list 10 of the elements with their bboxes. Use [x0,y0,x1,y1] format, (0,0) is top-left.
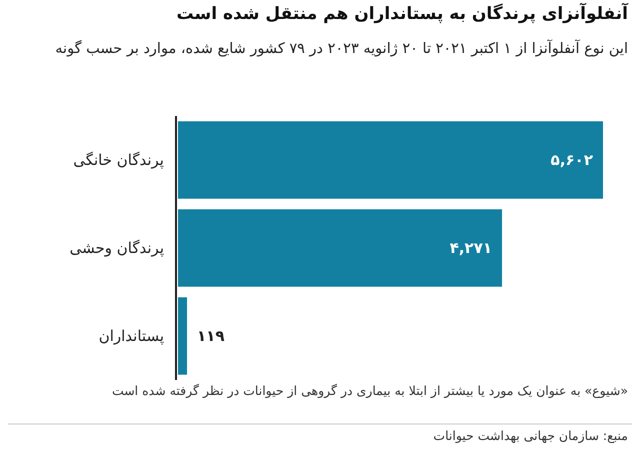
value-label: ۵,۶۰۲ [550,150,593,171]
category: پرندگان خانگی [73,150,164,171]
value-label: ۱۱۹ [197,326,224,347]
category: پستانداران [98,326,164,347]
note: «شیوع» به عنوان یک مورد یا بیشتر از ابتلا به بیماری در گروهی از حیوانات در نظر گرفته شده است [110,382,628,400]
category: پرندگان وحشی [70,238,164,259]
source: منبع: سازمان جهانی بهداشت حیوانات [433,427,628,445]
subtitle: این نوع آنفلوآنزا از ۱ اکتبر ۲۰۲۱ تا ۲۰ ژانویه ۲۰۲۳ در ۷۹ کشور شایع شده، موارد بر حسب گونه [54,38,628,59]
title: آنفلوآنزای پرندگان به پستانداران هم منتقل شده است [176,4,628,24]
value-label: ۴,۲۷۱ [450,238,492,259]
